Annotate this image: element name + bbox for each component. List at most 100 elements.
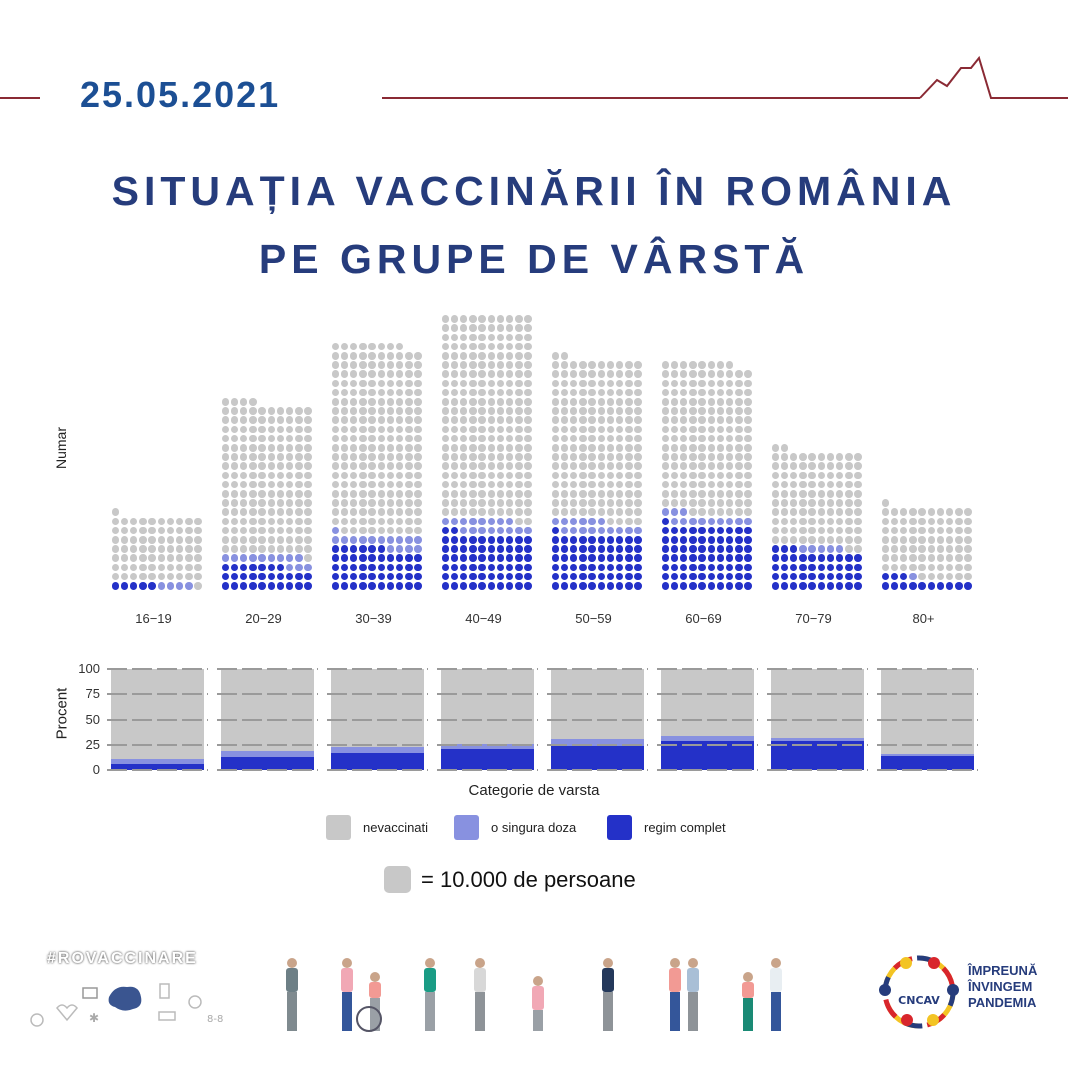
waffle-dot xyxy=(670,361,679,369)
waffle-dot xyxy=(340,490,349,498)
waffle-dot xyxy=(258,425,266,434)
waffle-dot xyxy=(469,379,477,388)
waffle-dot xyxy=(230,480,239,489)
waffle-dot xyxy=(606,517,615,526)
waffle-dot xyxy=(505,361,514,369)
waffle-dot xyxy=(249,508,257,516)
waffle-dot xyxy=(386,425,395,434)
waffle-dot xyxy=(414,434,422,443)
waffle-dot xyxy=(744,434,752,443)
waffle-dot xyxy=(295,499,303,507)
waffle-dot xyxy=(780,490,789,498)
waffle-dot xyxy=(166,545,175,553)
waffle-dot xyxy=(515,582,523,590)
waffle-dot xyxy=(725,434,734,443)
waffle-dot xyxy=(340,499,349,507)
waffle-dot xyxy=(340,545,349,553)
grid-line xyxy=(657,693,758,696)
legend-swatch-dark-blue xyxy=(607,815,632,840)
waffle-dot xyxy=(679,462,688,470)
waffle-dot xyxy=(560,526,569,535)
waffle-dot xyxy=(909,545,917,553)
waffle-dot xyxy=(964,572,972,581)
waffle-dot xyxy=(120,563,129,572)
grid-line xyxy=(547,693,648,696)
percent-bar-segment xyxy=(221,669,314,751)
waffle-dot xyxy=(881,499,890,507)
waffle-dot xyxy=(597,545,606,553)
waffle-dot xyxy=(780,572,789,581)
y-axis-label-procent: Procent xyxy=(53,687,71,740)
waffle-dot xyxy=(890,582,899,590)
waffle-dot xyxy=(395,434,404,443)
waffle-dot xyxy=(854,526,862,535)
waffle-dot xyxy=(524,563,532,572)
waffle-dot xyxy=(414,453,422,461)
waffle-dot xyxy=(459,444,468,452)
waffle-dot xyxy=(744,517,752,526)
waffle-dot xyxy=(239,407,248,415)
waffle-dot xyxy=(551,398,560,406)
waffle-dot xyxy=(331,499,340,507)
waffle-dot xyxy=(331,563,340,572)
waffle-dot xyxy=(405,471,413,480)
waffle-dot xyxy=(340,370,349,378)
waffle-dot xyxy=(359,434,367,443)
waffle-dot xyxy=(826,536,835,544)
waffle-dot xyxy=(615,582,624,590)
waffle-dot xyxy=(899,536,908,544)
waffle-dot xyxy=(716,407,725,415)
waffle-dot xyxy=(295,453,303,461)
waffle-dot xyxy=(881,517,890,526)
waffle-dot xyxy=(377,480,386,489)
waffle-dot xyxy=(304,563,312,572)
waffle-dot xyxy=(478,471,486,480)
waffle-dot xyxy=(349,361,358,369)
waffle-dot xyxy=(771,462,780,470)
x-tick-label: 80+ xyxy=(912,611,935,626)
waffle-dot xyxy=(487,324,496,332)
romania-map-icon xyxy=(108,986,142,1011)
waffle-dot xyxy=(606,563,615,572)
waffle-dot xyxy=(515,352,523,360)
waffle-dot xyxy=(744,499,752,507)
waffle-dot xyxy=(890,572,899,581)
waffle-dot xyxy=(111,526,120,535)
waffle-dot xyxy=(368,517,376,526)
waffle-dot xyxy=(478,434,486,443)
waffle-dot xyxy=(725,508,734,516)
waffle-dot xyxy=(625,471,633,480)
waffle-dot xyxy=(285,462,294,470)
waffle-dot xyxy=(780,499,789,507)
waffle-dot xyxy=(267,517,276,526)
waffle-dot xyxy=(817,490,826,498)
waffle-dot xyxy=(450,444,459,452)
waffle-dot xyxy=(670,572,679,581)
waffle-dot xyxy=(359,536,367,544)
waffle-dot xyxy=(661,379,670,388)
waffle-dot xyxy=(340,536,349,544)
waffle-dot xyxy=(368,379,376,388)
waffle-dot xyxy=(560,517,569,526)
waffle-dot xyxy=(340,526,349,535)
waffle-dot xyxy=(890,517,899,526)
waffle-dot xyxy=(304,462,312,470)
waffle-dot xyxy=(221,536,230,544)
title-line-1: SITUAȚIA VACCINĂRII ÎN ROMÂNIA xyxy=(111,168,957,214)
waffle-dot xyxy=(560,572,569,581)
waffle-dot xyxy=(221,453,230,461)
waffle-dot xyxy=(845,453,853,461)
grid-line xyxy=(217,743,318,746)
waffle-dot xyxy=(340,563,349,572)
waffle-dot xyxy=(469,453,477,461)
waffle-dot xyxy=(551,508,560,516)
waffle-dot xyxy=(854,462,862,470)
percent-bar-segment xyxy=(331,746,424,753)
waffle-dot xyxy=(340,379,349,388)
waffle-dot xyxy=(771,582,780,590)
waffle-dot xyxy=(899,526,908,535)
waffle-dot xyxy=(854,554,862,562)
waffle-dot xyxy=(725,490,734,498)
waffle-dot xyxy=(175,545,184,553)
waffle-dot xyxy=(615,361,624,369)
